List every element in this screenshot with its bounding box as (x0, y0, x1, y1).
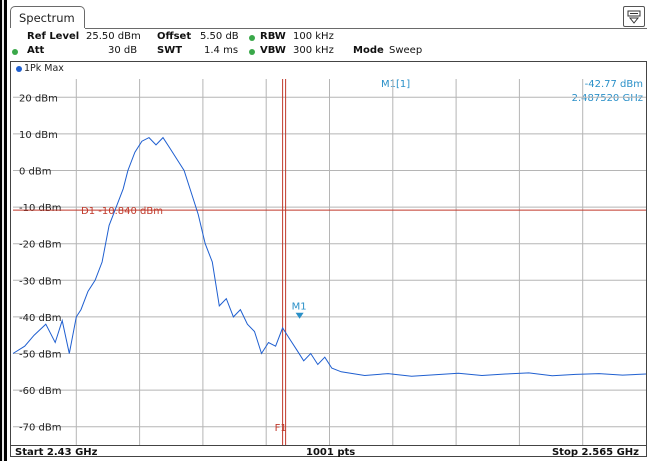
y-tick-label: -40 dBm (19, 313, 61, 324)
att-label: Att (27, 45, 45, 56)
stop-frequency: Stop 2.565 GHz (551, 447, 639, 458)
vbw-indicator-icon (249, 49, 255, 55)
frequency-line-label: F1 (275, 423, 287, 434)
y-tick-label: 0 dBm (19, 167, 52, 178)
trace-line (12, 136, 647, 377)
ref-level-value: 25.50 dBm (86, 31, 141, 42)
marker-m1-label: M1 (292, 302, 307, 313)
footer-bar: Start 2.43 GHz 1001 pts Stop 2.565 GHz (10, 445, 647, 459)
tab-spectrum[interactable]: Spectrum (10, 6, 85, 28)
marker-m1-icon (295, 312, 304, 319)
sweep-points: 1001 pts (306, 447, 356, 458)
vbw-label: VBW (260, 45, 286, 56)
y-tick-label: -50 dBm (19, 350, 61, 361)
marker-frequency: 2.487520 GHz (571, 93, 643, 104)
marker-level: -42.77 dBm (584, 79, 643, 90)
y-tick-label: -10 dBm (19, 203, 61, 214)
rbw-value: 100 kHz (293, 31, 334, 42)
mode-value: Sweep (389, 45, 423, 56)
y-tick-label: -70 dBm (19, 423, 61, 434)
att-value: 30 dB (108, 45, 138, 56)
offset-label: Offset (157, 31, 192, 42)
display-line-label: D1 -10.840 dBm (81, 206, 163, 217)
trace-indicator-icon (16, 66, 22, 72)
swt-value: 1.4 ms (204, 45, 239, 56)
rbw-indicator-icon (249, 35, 255, 41)
start-frequency: Start 2.43 GHz (15, 447, 98, 458)
vbw-value: 300 kHz (293, 45, 334, 56)
rbw-label: RBW (260, 31, 286, 42)
y-tick-label: -20 dBm (19, 240, 61, 251)
mode-label: Mode (353, 45, 384, 56)
y-tick-label: -30 dBm (19, 276, 61, 287)
swt-label: SWT (157, 45, 183, 56)
y-tick-label: -60 dBm (19, 386, 61, 397)
y-tick-label: 20 dBm (19, 93, 58, 104)
y-tick-label: 10 dBm (19, 130, 58, 141)
ref-level-label: Ref Level (27, 31, 80, 42)
left-border-inner (2, 0, 4, 461)
offset-value: 5.50 dB (200, 31, 239, 42)
preset-icon[interactable] (623, 6, 645, 27)
att-indicator-icon (12, 49, 18, 55)
plot-area[interactable] (10, 61, 647, 457)
trace-label: 1Pk Max (24, 63, 64, 74)
marker-id: M1[1] (381, 79, 411, 90)
tab-divider (85, 28, 647, 29)
